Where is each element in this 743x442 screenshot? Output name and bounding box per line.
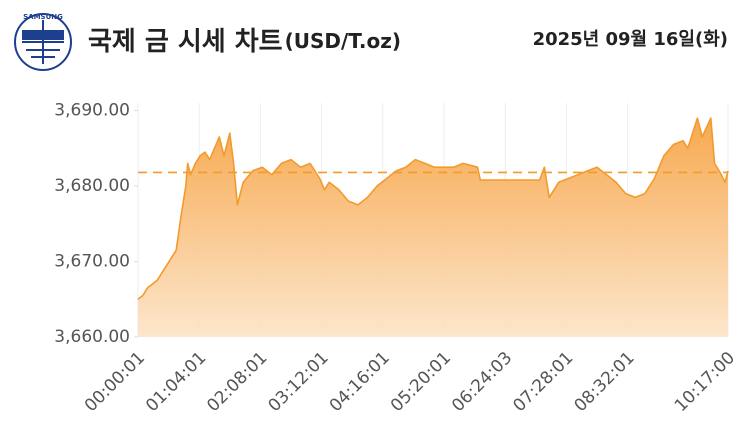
logo: SAMSUNG — [14, 13, 72, 71]
y-tick-label: 3,670.00 — [54, 252, 130, 272]
x-tick-label: 02:08:01 — [203, 348, 271, 416]
logo-text: SAMSUNG — [23, 13, 63, 21]
x-tick-label: 04:16:01 — [326, 348, 394, 416]
x-tick-label: 03:12:01 — [265, 348, 333, 416]
title-text: 국제 금 시세 차트 — [88, 27, 283, 57]
title: 국제 금 시세 차트 (USD/T.oz) — [88, 27, 401, 57]
x-tick-label: 01:04:01 — [142, 348, 210, 416]
x-tick-label: 10:17:00 — [671, 348, 739, 416]
area-fill — [138, 118, 728, 337]
y-tick-label: 3,680.00 — [54, 176, 130, 196]
x-tick-label: 00:00:01 — [81, 348, 149, 416]
y-tick-label: 3,660.00 — [54, 327, 130, 347]
x-tick-label: 07:28:01 — [509, 348, 577, 416]
y-tick-label: 3,690.00 — [54, 101, 130, 121]
x-tick-label: 08:32:01 — [571, 348, 639, 416]
x-tick-label: 06:24:03 — [448, 348, 516, 416]
price-line — [137, 117, 729, 300]
title-unit: (USD/T.oz) — [285, 29, 401, 53]
x-tick-label: 05:20:01 — [387, 348, 455, 416]
date: 2025년 09월 16일(화) — [533, 29, 728, 50]
